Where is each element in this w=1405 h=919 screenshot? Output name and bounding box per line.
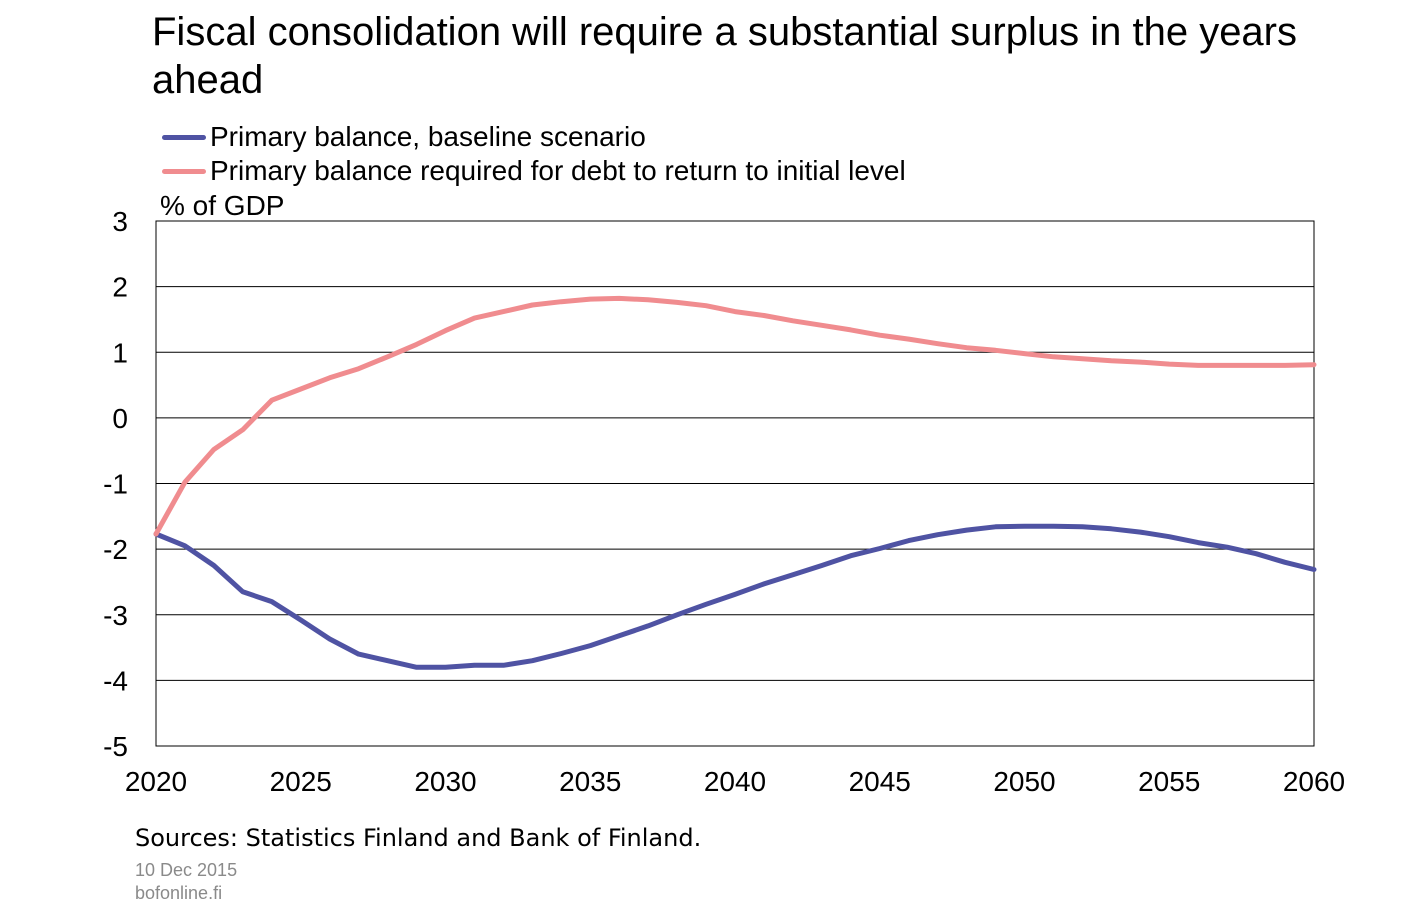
x-tick-label: 2050 <box>993 766 1055 797</box>
x-tick-label: 2055 <box>1138 766 1200 797</box>
sources-note: Sources: Statistics Finland and Bank of … <box>135 824 702 852</box>
x-tick-label: 2060 <box>1283 766 1345 797</box>
x-tick-label: 2025 <box>270 766 332 797</box>
x-tick-label: 2045 <box>849 766 911 797</box>
legend-label-required: Primary balance required for debt to ret… <box>210 155 906 186</box>
y-tick-label: 2 <box>112 272 128 303</box>
x-tick-label: 2030 <box>414 766 476 797</box>
legend-label-baseline: Primary balance, baseline scenario <box>210 121 646 152</box>
legend-swatch-required <box>162 168 206 174</box>
y-tick-label: -3 <box>103 600 128 631</box>
chart-title: Fiscal consolidation will require a subs… <box>152 10 1297 102</box>
chart-legend: Primary balance, baseline scenario Prima… <box>162 120 906 188</box>
website-label: bofonline.fi <box>135 883 223 903</box>
x-tick-label: 2035 <box>559 766 621 797</box>
y-tick-label: 3 <box>112 206 128 237</box>
y-tick-label: 0 <box>112 403 128 434</box>
y-tick-label: -5 <box>103 731 128 762</box>
y-tick-label: -1 <box>103 469 128 500</box>
legend-swatch-baseline <box>162 134 206 140</box>
legend-item-required: Primary balance required for debt to ret… <box>162 154 906 188</box>
x-tick-label: 2040 <box>704 766 766 797</box>
y-axis-unit-label: % of GDP <box>160 190 285 221</box>
y-tick-label: -4 <box>103 665 128 696</box>
x-tick-label: 2020 <box>125 766 187 797</box>
series-line-required <box>153 295 1317 537</box>
publication-date: 10 Dec 2015 <box>135 860 238 880</box>
series-line-baseline <box>153 523 1317 670</box>
y-tick-label: 1 <box>112 337 128 368</box>
y-tick-label: -2 <box>103 534 128 565</box>
legend-item-baseline: Primary balance, baseline scenario <box>162 120 906 154</box>
